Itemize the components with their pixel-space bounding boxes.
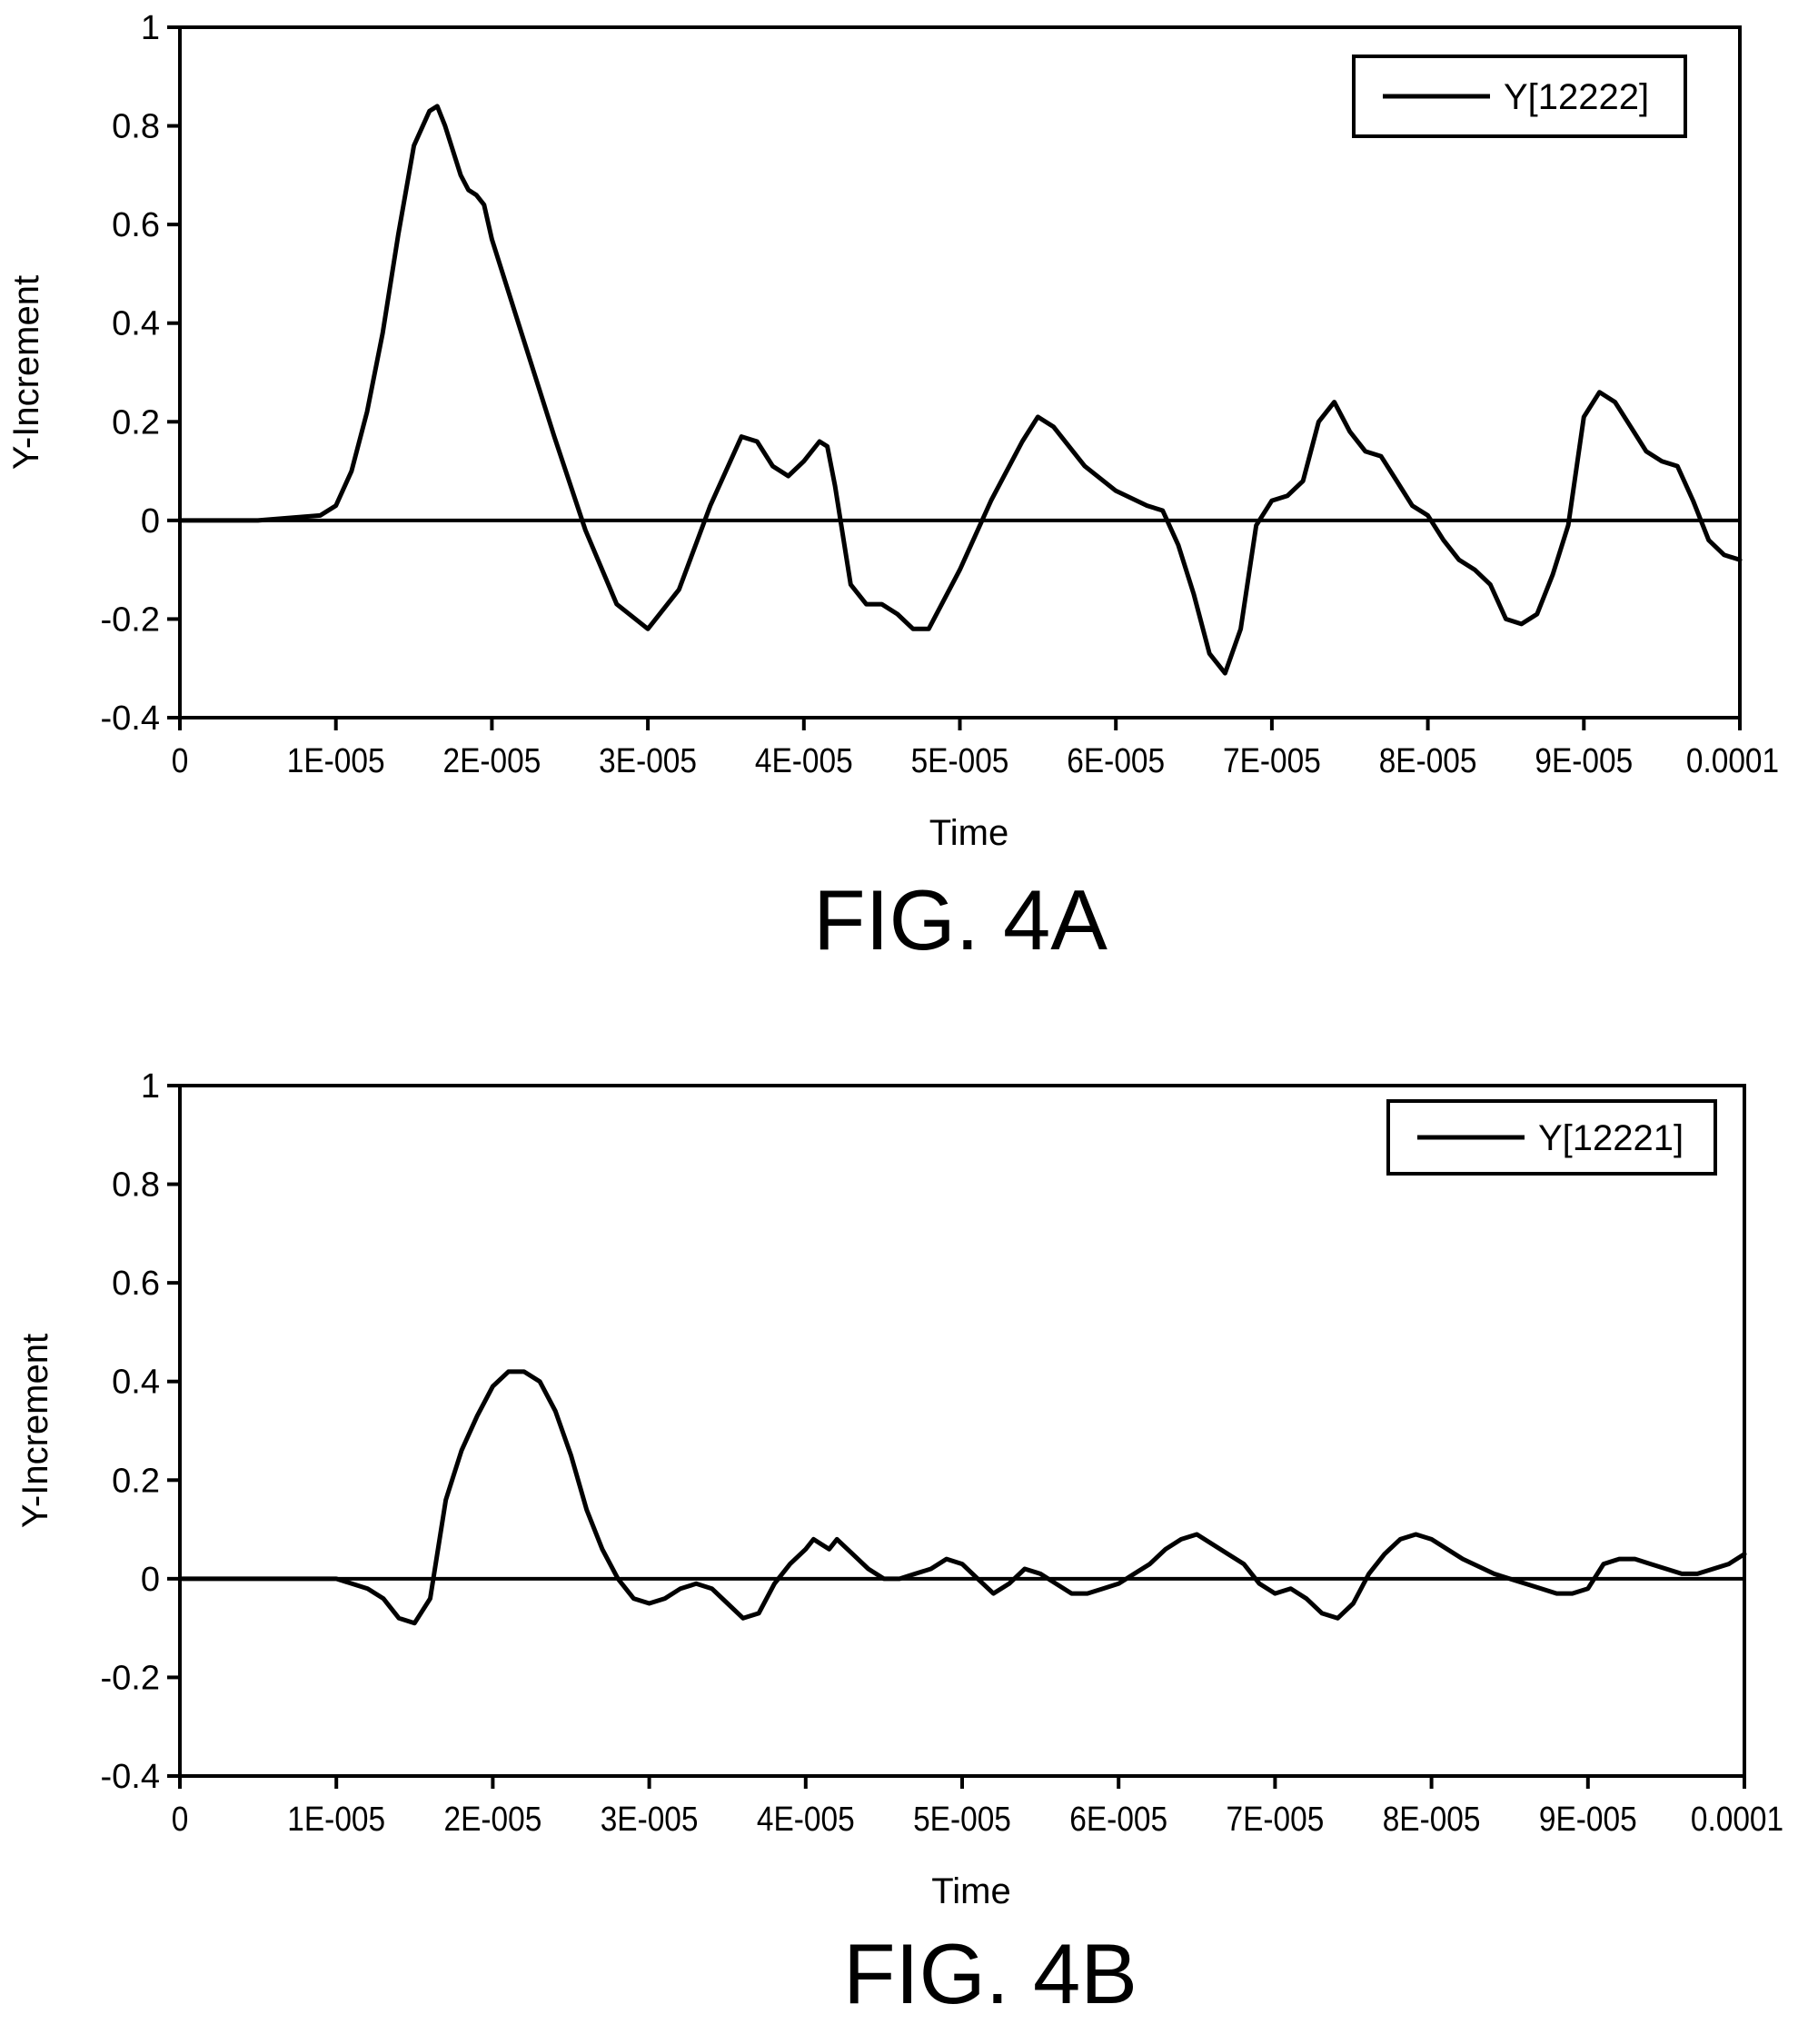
y-tick-label: -0.2 <box>101 600 160 639</box>
x-tick-label: 0 <box>172 741 189 779</box>
x-tick-label: 8E-005 <box>1379 741 1477 779</box>
x-axis-label: Time <box>931 1871 1010 1911</box>
x-tick-label: 0 <box>172 1800 189 1838</box>
x-axis-label: Time <box>929 813 1008 853</box>
x-tick-label: 0.0001 <box>1686 741 1779 779</box>
chart-fig-4a: 1 0.8 0.6 0.4 0.2 0 -0.2 -0.4 0 1E-005 2E-005 3E-00… <box>6 9 1779 967</box>
x-tick-label: 1E-005 <box>287 741 385 779</box>
figure-caption: FIG. 4A <box>813 872 1108 967</box>
x-tick-label: 9E-005 <box>1535 741 1633 779</box>
x-tick-label: 5E-005 <box>911 741 1009 779</box>
x-tick-label: 0.0001 <box>1691 1800 1783 1838</box>
x-tick-label: 8E-005 <box>1383 1800 1481 1838</box>
y-tick-label: 0.6 <box>112 1265 160 1303</box>
x-tick-label: 4E-005 <box>757 1800 855 1838</box>
x-tick-label: 1E-005 <box>287 1800 385 1838</box>
x-tick-label: 2E-005 <box>443 1800 541 1838</box>
y-tick-label: -0.4 <box>101 700 160 738</box>
y-tick-label: 0.4 <box>112 1364 160 1402</box>
y-tick-label: 0.2 <box>112 403 160 442</box>
x-tick-label: 5E-005 <box>913 1800 1011 1838</box>
x-tick-label: 6E-005 <box>1069 1800 1167 1838</box>
y-tick-label: 0.8 <box>112 1166 160 1205</box>
series-line-0 <box>177 104 1743 676</box>
y-tick-label: 0.4 <box>112 305 160 343</box>
legend-label: Y[12222] <box>1504 77 1649 117</box>
y-axis-label: Y-Increment <box>15 1334 55 1528</box>
y-tick-label: -0.2 <box>101 1659 160 1697</box>
x-tick-label: 6E-005 <box>1067 741 1165 779</box>
chart-fig-4b: 1 0.8 0.6 0.4 0.2 0 -0.2 -0.4 0 1E-005 2E-005 3E-00… <box>15 1067 1783 2021</box>
y-tick-label: 0 <box>141 502 160 541</box>
x-tick-label: 3E-005 <box>599 741 697 779</box>
y-tick-label: 0.2 <box>112 1462 160 1500</box>
series-line-0 <box>177 1369 1747 1626</box>
x-tick-label: 9E-005 <box>1539 1800 1637 1838</box>
y-tick-label: 1 <box>141 1067 160 1106</box>
y-axis-label: Y-Increment <box>6 275 46 470</box>
x-tick-label: 7E-005 <box>1226 1800 1324 1838</box>
plot-frame <box>178 1084 1746 1778</box>
y-tick-label: 0.6 <box>112 206 160 244</box>
y-tick-label: 0.8 <box>112 108 160 146</box>
y-tick-label: 0 <box>141 1561 160 1599</box>
y-tick-label: -0.4 <box>101 1758 160 1796</box>
legend-label: Y[12221] <box>1538 1118 1684 1158</box>
x-tick-label: 4E-005 <box>755 741 853 779</box>
x-tick-label: 2E-005 <box>442 741 541 779</box>
x-tick-label: 3E-005 <box>601 1800 699 1838</box>
figure-caption: FIG. 4B <box>843 1926 1137 2021</box>
x-tick-label: 7E-005 <box>1223 741 1321 779</box>
y-tick-label: 1 <box>141 9 160 47</box>
